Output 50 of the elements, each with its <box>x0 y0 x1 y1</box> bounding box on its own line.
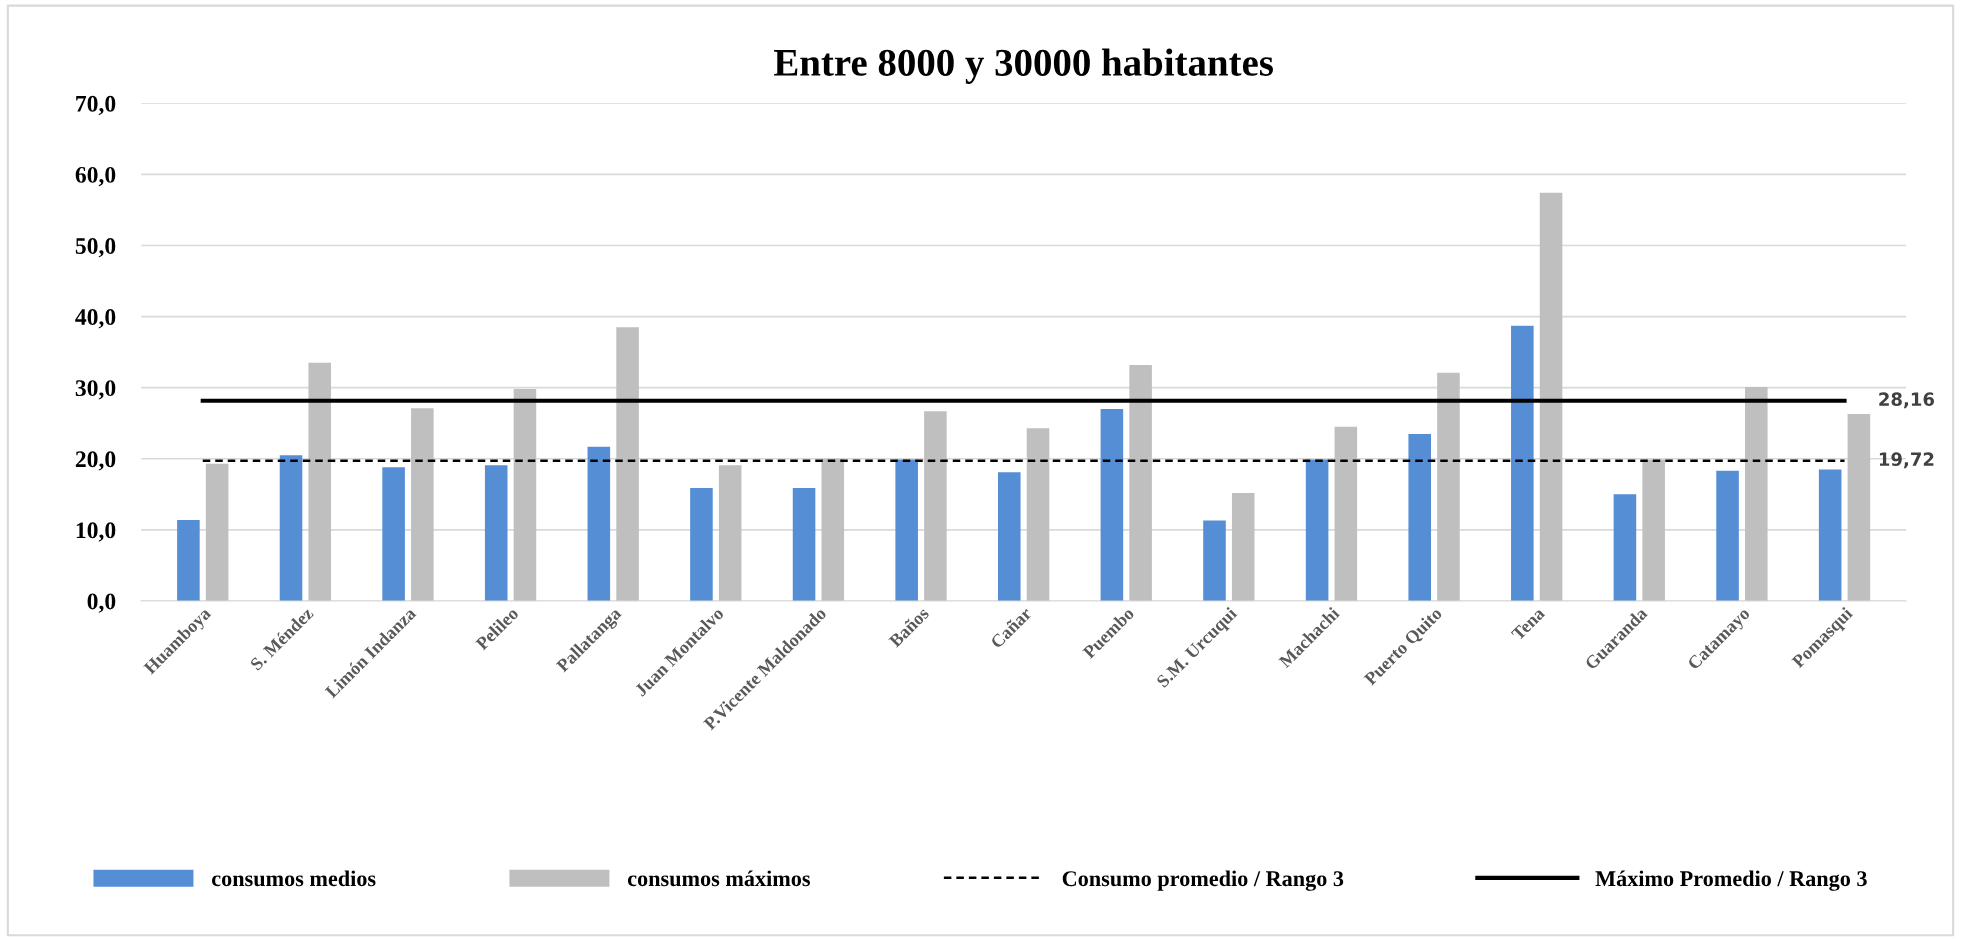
bar <box>997 472 1021 601</box>
y-tick-label: 10,0 <box>76 522 116 542</box>
bar <box>1129 364 1152 601</box>
bar <box>1100 409 1124 601</box>
legend-label: consumos máximos <box>627 870 810 887</box>
y-tick-label: 30,0 <box>75 380 116 400</box>
y-tick-label: 50,0 <box>75 237 116 258</box>
bar <box>587 446 611 601</box>
y-tick-label: 60,0 <box>75 166 116 187</box>
bar <box>1408 433 1432 601</box>
bar <box>1744 386 1768 601</box>
data-label: 19,72 <box>1879 452 1934 469</box>
bar <box>895 459 918 601</box>
bar <box>1026 428 1050 601</box>
data-label: 28,16 <box>1879 392 1934 409</box>
bar <box>1818 469 1842 601</box>
bar <box>382 467 405 601</box>
bar <box>690 487 713 601</box>
bar <box>411 408 434 601</box>
y-tick-label: 70,0 <box>76 95 116 116</box>
bar <box>1642 459 1665 601</box>
bar <box>1511 325 1534 601</box>
chart-title: Entre 8000 y 30000 habitantes <box>774 48 1273 84</box>
bar <box>1305 459 1329 601</box>
bar <box>279 455 303 601</box>
bar <box>1613 494 1637 601</box>
bar <box>177 519 200 601</box>
y-tick-label: 20,0 <box>75 451 116 471</box>
bar <box>1847 413 1871 601</box>
bar <box>821 458 845 601</box>
bar <box>616 327 639 601</box>
bar <box>924 411 947 601</box>
y-tick-label: 40,0 <box>75 309 116 329</box>
bar <box>1203 520 1226 601</box>
y-tick-label: 0,0 <box>87 593 116 613</box>
bar <box>484 465 508 601</box>
legend-label: consumos medios <box>212 870 376 887</box>
bar <box>1334 426 1358 601</box>
bar <box>1231 492 1255 601</box>
bar <box>1437 372 1460 601</box>
x-tick-label: Tena <box>1510 606 1546 642</box>
bar <box>718 465 742 601</box>
bar <box>1716 470 1739 601</box>
legend-label: Consumo promedio / Rango 3 <box>1062 870 1344 891</box>
legend-label: Máximo Promedio / Rango 3 <box>1595 870 1867 891</box>
bar <box>792 487 816 601</box>
bar <box>1539 192 1563 601</box>
bar <box>205 463 229 601</box>
bar <box>513 389 537 601</box>
bar <box>308 362 332 601</box>
